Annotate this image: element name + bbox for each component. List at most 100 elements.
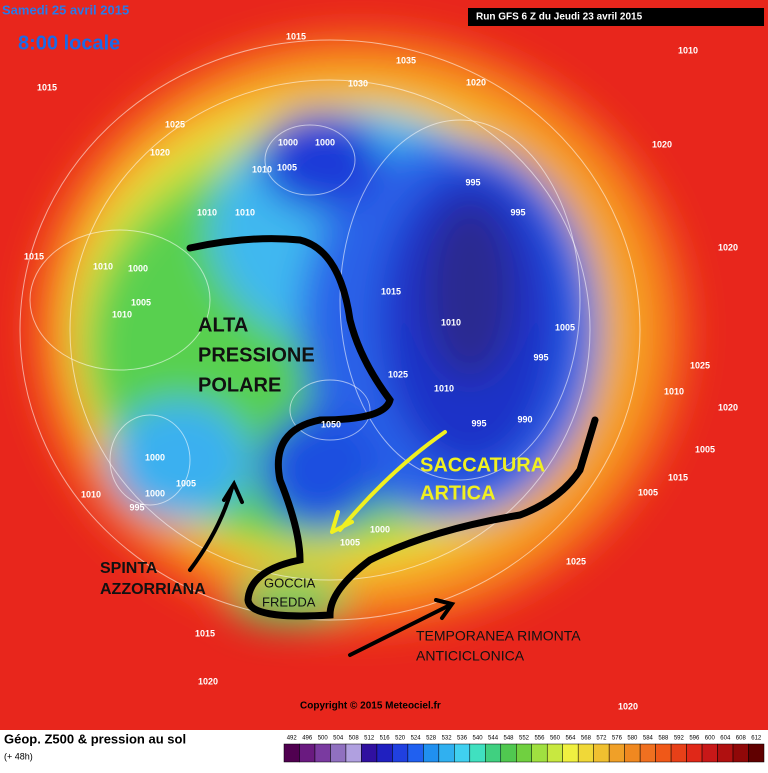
isobar-label: 1050 [321, 419, 341, 429]
isobar-label: 1005 [131, 297, 151, 307]
scale-swatch [546, 743, 563, 763]
scale-label: 564 [565, 736, 576, 742]
isobar-label: 1010 [252, 164, 272, 174]
annotation: GOCCIA [264, 575, 316, 590]
scale-label: 520 [395, 736, 406, 742]
scale-swatch [500, 743, 517, 763]
isobar-label: 1015 [286, 31, 306, 41]
isobar-label: 1010 [81, 489, 101, 499]
run-info: Run GFS 6 Z du Jeudi 23 avril 2015 [476, 12, 643, 23]
scale-swatch [361, 743, 378, 763]
annotation: TEMPORANEA RIMONTA [416, 628, 581, 644]
isobar-label: 1015 [37, 82, 57, 92]
scale-swatch [485, 743, 502, 763]
isobar-labels: 1015 1035 1030 1020 1010 1015 1025 1020 1000 1000… [24, 31, 738, 711]
isobar-label: 1010 [434, 383, 454, 393]
scale-swatch [608, 743, 625, 763]
scale-swatch [438, 743, 455, 763]
scale-label: 568 [581, 736, 592, 742]
scale-swatch [686, 743, 703, 763]
valid-time: 8:00 locale [18, 32, 120, 54]
annotation: SACCATURA [420, 454, 545, 476]
scale-swatch [732, 743, 749, 763]
isobar-label: 1020 [150, 147, 170, 157]
scale-label: 500 [318, 736, 329, 742]
isobar-label: 1010 [441, 317, 461, 327]
lead-time: (+ 48h) [4, 751, 33, 761]
scale-swatch [454, 743, 471, 763]
scale-label: 516 [380, 736, 391, 742]
isobar-label: 1035 [396, 55, 416, 65]
scale-label: 552 [519, 736, 530, 742]
isobar-label: 1000 [315, 137, 335, 147]
scale-label: 496 [302, 736, 313, 742]
isobar-label: 1005 [555, 322, 575, 332]
scale-label: 536 [457, 736, 468, 742]
isobar-label: 1005 [277, 162, 297, 172]
annotation-texts: ALTA PRESSIONE POLARE SACCATURA ARTICA S… [100, 314, 581, 663]
scale-swatch [593, 743, 610, 763]
isobar-label: 1020 [618, 701, 638, 711]
scale-label: 608 [736, 736, 747, 742]
scale-label: 600 [705, 736, 716, 742]
annotation: ALTA [198, 314, 248, 336]
scale-label: 560 [550, 736, 561, 742]
scale-swatch [577, 743, 594, 763]
isobar-label: 1010 [197, 207, 217, 217]
scale-swatch [562, 743, 579, 763]
scale-swatch [392, 743, 409, 763]
isobar-label: 1020 [652, 139, 672, 149]
isobar-label: 1000 [145, 488, 165, 498]
isobar-label: 1025 [690, 360, 710, 370]
scale-swatch [407, 743, 424, 763]
isobar-label: 1005 [340, 537, 360, 547]
isobar-label: 1010 [235, 207, 255, 217]
scale-label: 612 [751, 736, 762, 742]
scale-label: 572 [596, 736, 607, 742]
scale-swatch [748, 743, 765, 763]
isobar-label: 1025 [388, 369, 408, 379]
scale-swatch [299, 743, 316, 763]
annotation-lines [186, 235, 599, 657]
scale-label: 548 [504, 736, 515, 742]
scale-label: 532 [442, 736, 453, 742]
isobar-label: 1005 [695, 444, 715, 454]
scale-swatch [469, 743, 486, 763]
geopotential [30, 30, 690, 630]
scale-swatch [717, 743, 734, 763]
scale-swatch [423, 743, 440, 763]
isobar-label: 1000 [278, 137, 298, 147]
isobar-label: 1010 [678, 45, 698, 55]
scale-swatch [639, 743, 656, 763]
scale-label: 528 [426, 736, 437, 742]
scale-swatch [516, 743, 532, 763]
isobar-label: 1020 [198, 676, 218, 686]
scale-swatch [376, 743, 393, 763]
isobar-label: 995 [471, 418, 486, 428]
isobar-label: 1020 [466, 77, 486, 87]
isobar-label: 1000 [128, 263, 148, 273]
scale-swatch [314, 743, 331, 763]
isobar-label: 1000 [370, 524, 390, 534]
scale-label: 512 [364, 736, 375, 742]
scale-label: 576 [612, 736, 623, 742]
scale-label: 596 [689, 736, 700, 742]
copyright: Copyright © 2015 Meteociel.fr [300, 701, 441, 712]
isobar-label: 990 [517, 414, 532, 424]
isobar-label: 1030 [348, 78, 368, 88]
scale-swatch [330, 743, 347, 763]
scale-swatch [655, 743, 672, 763]
isobar-label: 1025 [165, 119, 185, 129]
scale-swatch [624, 743, 641, 763]
scale-label: 556 [534, 736, 545, 742]
isobar-label: 1015 [195, 628, 215, 638]
map-title: Géop. Z500 & pression au sol [4, 731, 186, 746]
scale-swatch [345, 743, 362, 763]
isobar-label: 1000 [145, 452, 165, 462]
isobar-label: 995 [533, 352, 548, 362]
scale-swatch [531, 743, 548, 763]
annotation: ANTICICLONICA [416, 648, 525, 664]
isobar-label: 1020 [718, 402, 738, 412]
isobar-label: 995 [465, 177, 480, 187]
